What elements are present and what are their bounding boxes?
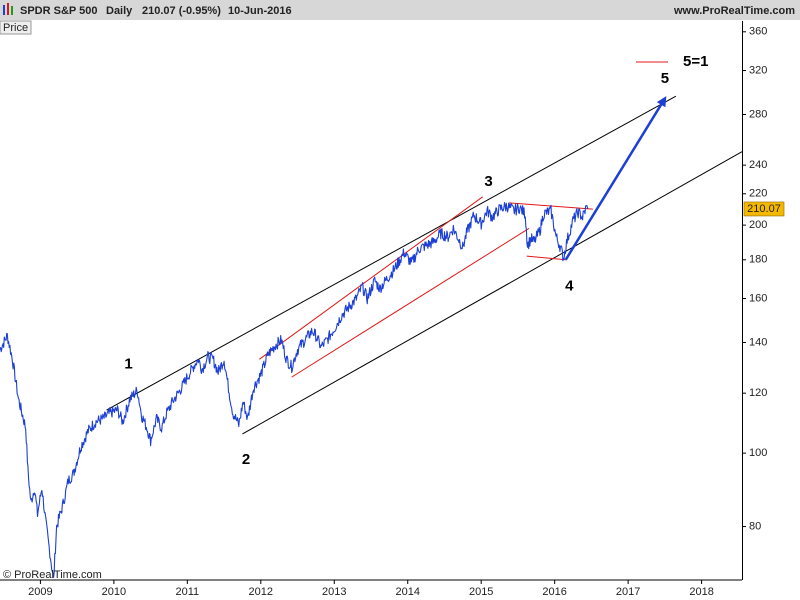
price-label-box: [0, 20, 32, 35]
last-price-box: [743, 201, 785, 217]
projection-arrow: [564, 96, 667, 261]
last-price-value: 210.07: [747, 203, 781, 215]
channel-line: [242, 151, 743, 435]
y-tick-label: 180: [749, 254, 767, 266]
wave-label: 5: [661, 70, 669, 87]
wave-label: 2: [242, 451, 250, 468]
channel-line: [259, 196, 483, 360]
channel-line: [526, 255, 566, 261]
y-tick-label: 160: [749, 292, 767, 304]
header-date: 10-Jun-2016: [228, 5, 292, 17]
x-tick-label: 2011: [176, 586, 200, 598]
x-tick-label: 2018: [689, 586, 713, 598]
y-tick-label: 80: [749, 520, 761, 532]
channel-line: [291, 228, 530, 378]
x-tick-label: 2015: [469, 586, 493, 598]
wave-label: 4: [565, 277, 574, 294]
header-site[interactable]: www.ProRealTime.com: [673, 5, 795, 17]
trend-channels: [106, 95, 743, 435]
projection-line: [564, 104, 663, 261]
legend-label: 5=1: [683, 53, 708, 70]
x-tick-label: 2017: [616, 586, 640, 598]
price-label: Price: [3, 22, 28, 34]
x-tick-label: 2009: [28, 586, 52, 598]
y-tick-label: 280: [749, 108, 767, 120]
wave-label: 1: [124, 355, 132, 372]
header-bar: [0, 0, 800, 20]
y-tick-label: 200: [749, 219, 767, 231]
x-tick-label: 2012: [249, 586, 273, 598]
x-tick-label: 2013: [322, 586, 346, 598]
y-tick-label: 240: [749, 159, 767, 171]
wave-labels: 1 2 3 4 5: [124, 70, 669, 468]
x-tick-label: 2010: [102, 586, 126, 598]
header-quote: 210.07 (-0.95%): [142, 5, 221, 17]
channel-line: [106, 95, 677, 411]
header-symbol: SPDR S&P 500: [20, 5, 97, 17]
copyright: © ProRealTime.com: [3, 569, 102, 581]
x-tick-label: 2014: [395, 586, 419, 598]
price-series: [0, 202, 589, 578]
last-price-flag: 210.07: [743, 201, 785, 217]
header-period: Daily: [106, 5, 133, 17]
x-tick-label: 2016: [542, 586, 566, 598]
projection-arrowhead: [656, 96, 667, 108]
y-tick-label: 100: [749, 447, 767, 459]
y-tick-label: 360: [749, 26, 767, 38]
header-icon: [3, 3, 13, 15]
y-tick-label: 220: [749, 188, 767, 200]
price-line: [0, 202, 589, 578]
x-axis: 2009 2010 2011 2012 2013 2014 2015 2016 2017 2018: [28, 580, 714, 598]
y-tick-label: 140: [749, 336, 767, 348]
wave-label: 3: [484, 173, 492, 190]
y-axis: 80 100 120 140 160 180 200 220 240 280 320 360: [742, 26, 767, 532]
y-tick-label: 120: [749, 387, 767, 399]
y-tick-label: 320: [749, 64, 767, 76]
